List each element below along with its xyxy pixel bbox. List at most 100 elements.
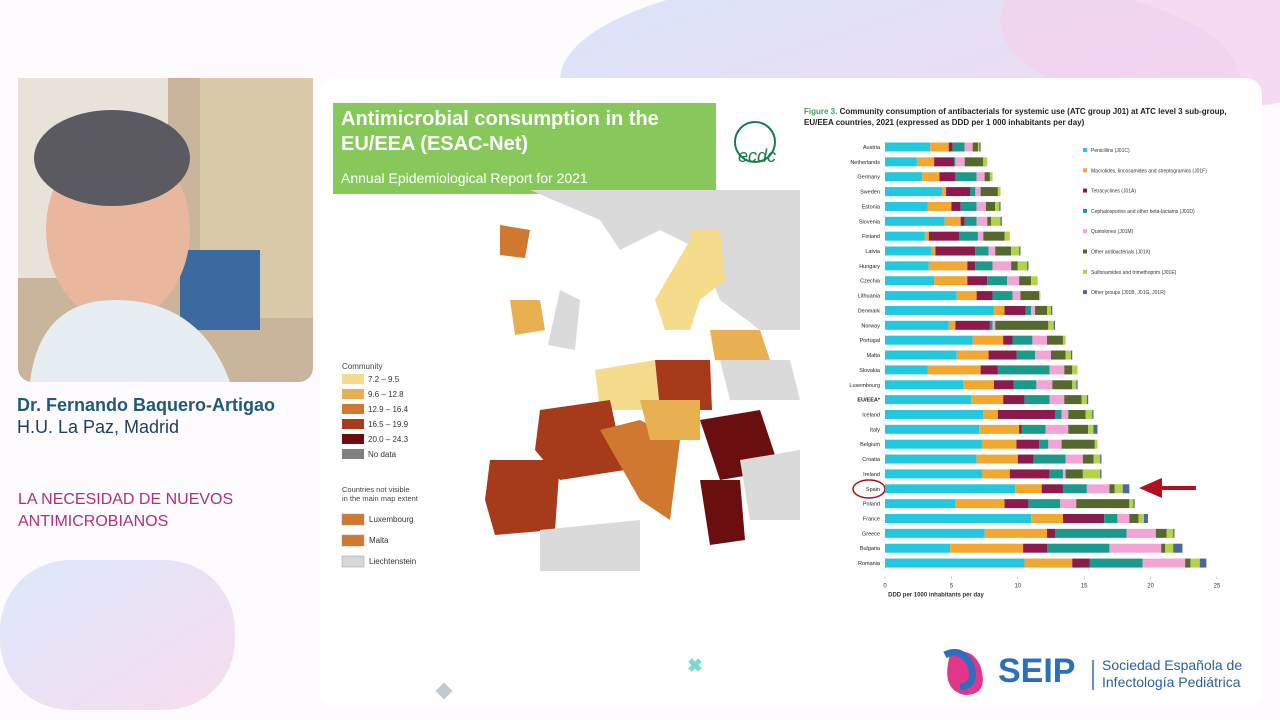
y-tick-label: Spain	[866, 487, 880, 493]
bar-segment	[972, 142, 978, 152]
bar-segment	[944, 216, 961, 226]
header-title: Antimicrobial consumption in the EU/EEA …	[341, 108, 659, 155]
x-tick-label: 5	[950, 584, 954, 590]
bar-segment	[972, 335, 1004, 345]
y-tick-label: France	[863, 517, 880, 523]
bar-segment	[1070, 350, 1073, 360]
bar-segment	[980, 365, 998, 375]
bar-segment	[934, 276, 968, 286]
bar-segment	[993, 305, 1005, 315]
legend-swatch	[1083, 208, 1087, 213]
figure-caption: Figure 3. Community consumption of antib…	[804, 106, 1244, 128]
bar-segment	[1100, 454, 1102, 464]
y-tick-label: Norway	[861, 323, 880, 329]
bar-segment	[952, 142, 965, 152]
bar-segment	[1114, 484, 1123, 494]
y-tick-label: Croatia	[862, 457, 881, 463]
bar-segment	[1051, 350, 1066, 360]
legend-swatch	[342, 404, 364, 414]
ecdc-logo: ecdc	[738, 146, 777, 166]
y-tick-label: Romania	[858, 561, 881, 567]
bar-segment	[1028, 499, 1061, 509]
bar-segment	[1009, 469, 1050, 479]
bar-segment	[928, 231, 960, 241]
bar-segment	[995, 246, 1012, 256]
legend-swatch	[342, 374, 364, 384]
bar-segment	[1126, 528, 1156, 538]
y-tick-label: Portugal	[860, 338, 881, 344]
map-legend-subtitle: in the main map extent	[342, 494, 419, 503]
legend-label: 12.9 – 16.4	[368, 405, 409, 414]
y-tick-label: Lithuania	[858, 294, 881, 300]
bar-segment	[1045, 424, 1069, 434]
bar-segment	[885, 335, 973, 345]
bar-segment	[1049, 469, 1063, 479]
y-tick-label: EU/EEA*	[857, 398, 880, 404]
legend-label: Luxembourg	[369, 515, 413, 524]
bar-segment	[934, 157, 955, 167]
bar-segment	[1049, 365, 1065, 375]
bar-segment	[1007, 276, 1020, 286]
bar-segment	[955, 499, 1005, 509]
bar-segment	[964, 216, 977, 226]
legend-label: 16.5 – 19.9	[368, 420, 409, 429]
bar-segment	[885, 514, 1032, 523]
bar-segment	[963, 380, 994, 390]
bar-segment	[1165, 543, 1174, 553]
bar-segment	[980, 187, 998, 197]
bar-segment	[1012, 291, 1021, 301]
y-tick-label: Estonia	[862, 204, 881, 210]
bar-segment	[1017, 454, 1034, 464]
bar-segment	[992, 291, 1013, 301]
bar-segment	[979, 142, 981, 152]
bar-segment	[1173, 543, 1183, 553]
bar-segment	[999, 201, 1001, 211]
bar-segment	[928, 261, 968, 271]
bar-segment	[1092, 409, 1094, 419]
bar-segment	[946, 187, 970, 197]
bar-segment	[885, 261, 929, 271]
header-subtitle: Annual Epidemiological Report for 2021	[341, 170, 588, 186]
bar-segment	[977, 231, 984, 241]
bar-segment	[1085, 409, 1093, 419]
bar-segment	[1016, 439, 1040, 449]
bar-segment	[1161, 543, 1166, 553]
bar-segment	[1100, 469, 1102, 479]
map-legend-subtitle: Countries not visible	[342, 485, 410, 494]
bar-segment	[1004, 305, 1026, 315]
legend-label: Malta	[369, 536, 389, 545]
bar-segment	[885, 276, 935, 286]
legend-label: 7.2 – 9.5	[368, 375, 400, 384]
bar-segment	[927, 201, 952, 211]
legend-label: Quinolones (J01M)	[1091, 229, 1134, 235]
bar-segment	[885, 350, 957, 360]
x-tick-label: 25	[1214, 584, 1221, 590]
y-tick-label: Netherlands	[850, 160, 880, 166]
bar-segment	[1109, 484, 1115, 494]
bar-segment	[1122, 484, 1130, 494]
legend-swatch	[1083, 168, 1087, 173]
legend-label: Tetracyclines (J01A)	[1091, 189, 1136, 195]
bar-segment	[885, 528, 985, 538]
bar-segment	[885, 439, 982, 449]
bar-segment	[1048, 320, 1054, 330]
bar-segment	[988, 350, 1017, 360]
bar-segment	[1012, 335, 1033, 345]
bar-segment	[1064, 395, 1082, 405]
bar-segment	[1024, 395, 1050, 405]
bar-segment	[924, 231, 929, 241]
bar-segment	[1049, 395, 1065, 405]
bar-segment	[1035, 350, 1051, 360]
org-name: Sociedad Española de Infectología Pediát…	[1102, 657, 1242, 691]
bar-segment	[1019, 276, 1032, 286]
bar-segment	[1093, 454, 1101, 464]
bar-segment	[1000, 216, 1002, 226]
bar-segment	[964, 157, 984, 167]
bar-segment	[885, 499, 956, 509]
topic-line: ANTIMICROBIANOS	[18, 513, 169, 530]
bar-segment	[1094, 439, 1098, 449]
bar-segment	[971, 395, 1004, 405]
bar-segment	[1011, 246, 1020, 256]
